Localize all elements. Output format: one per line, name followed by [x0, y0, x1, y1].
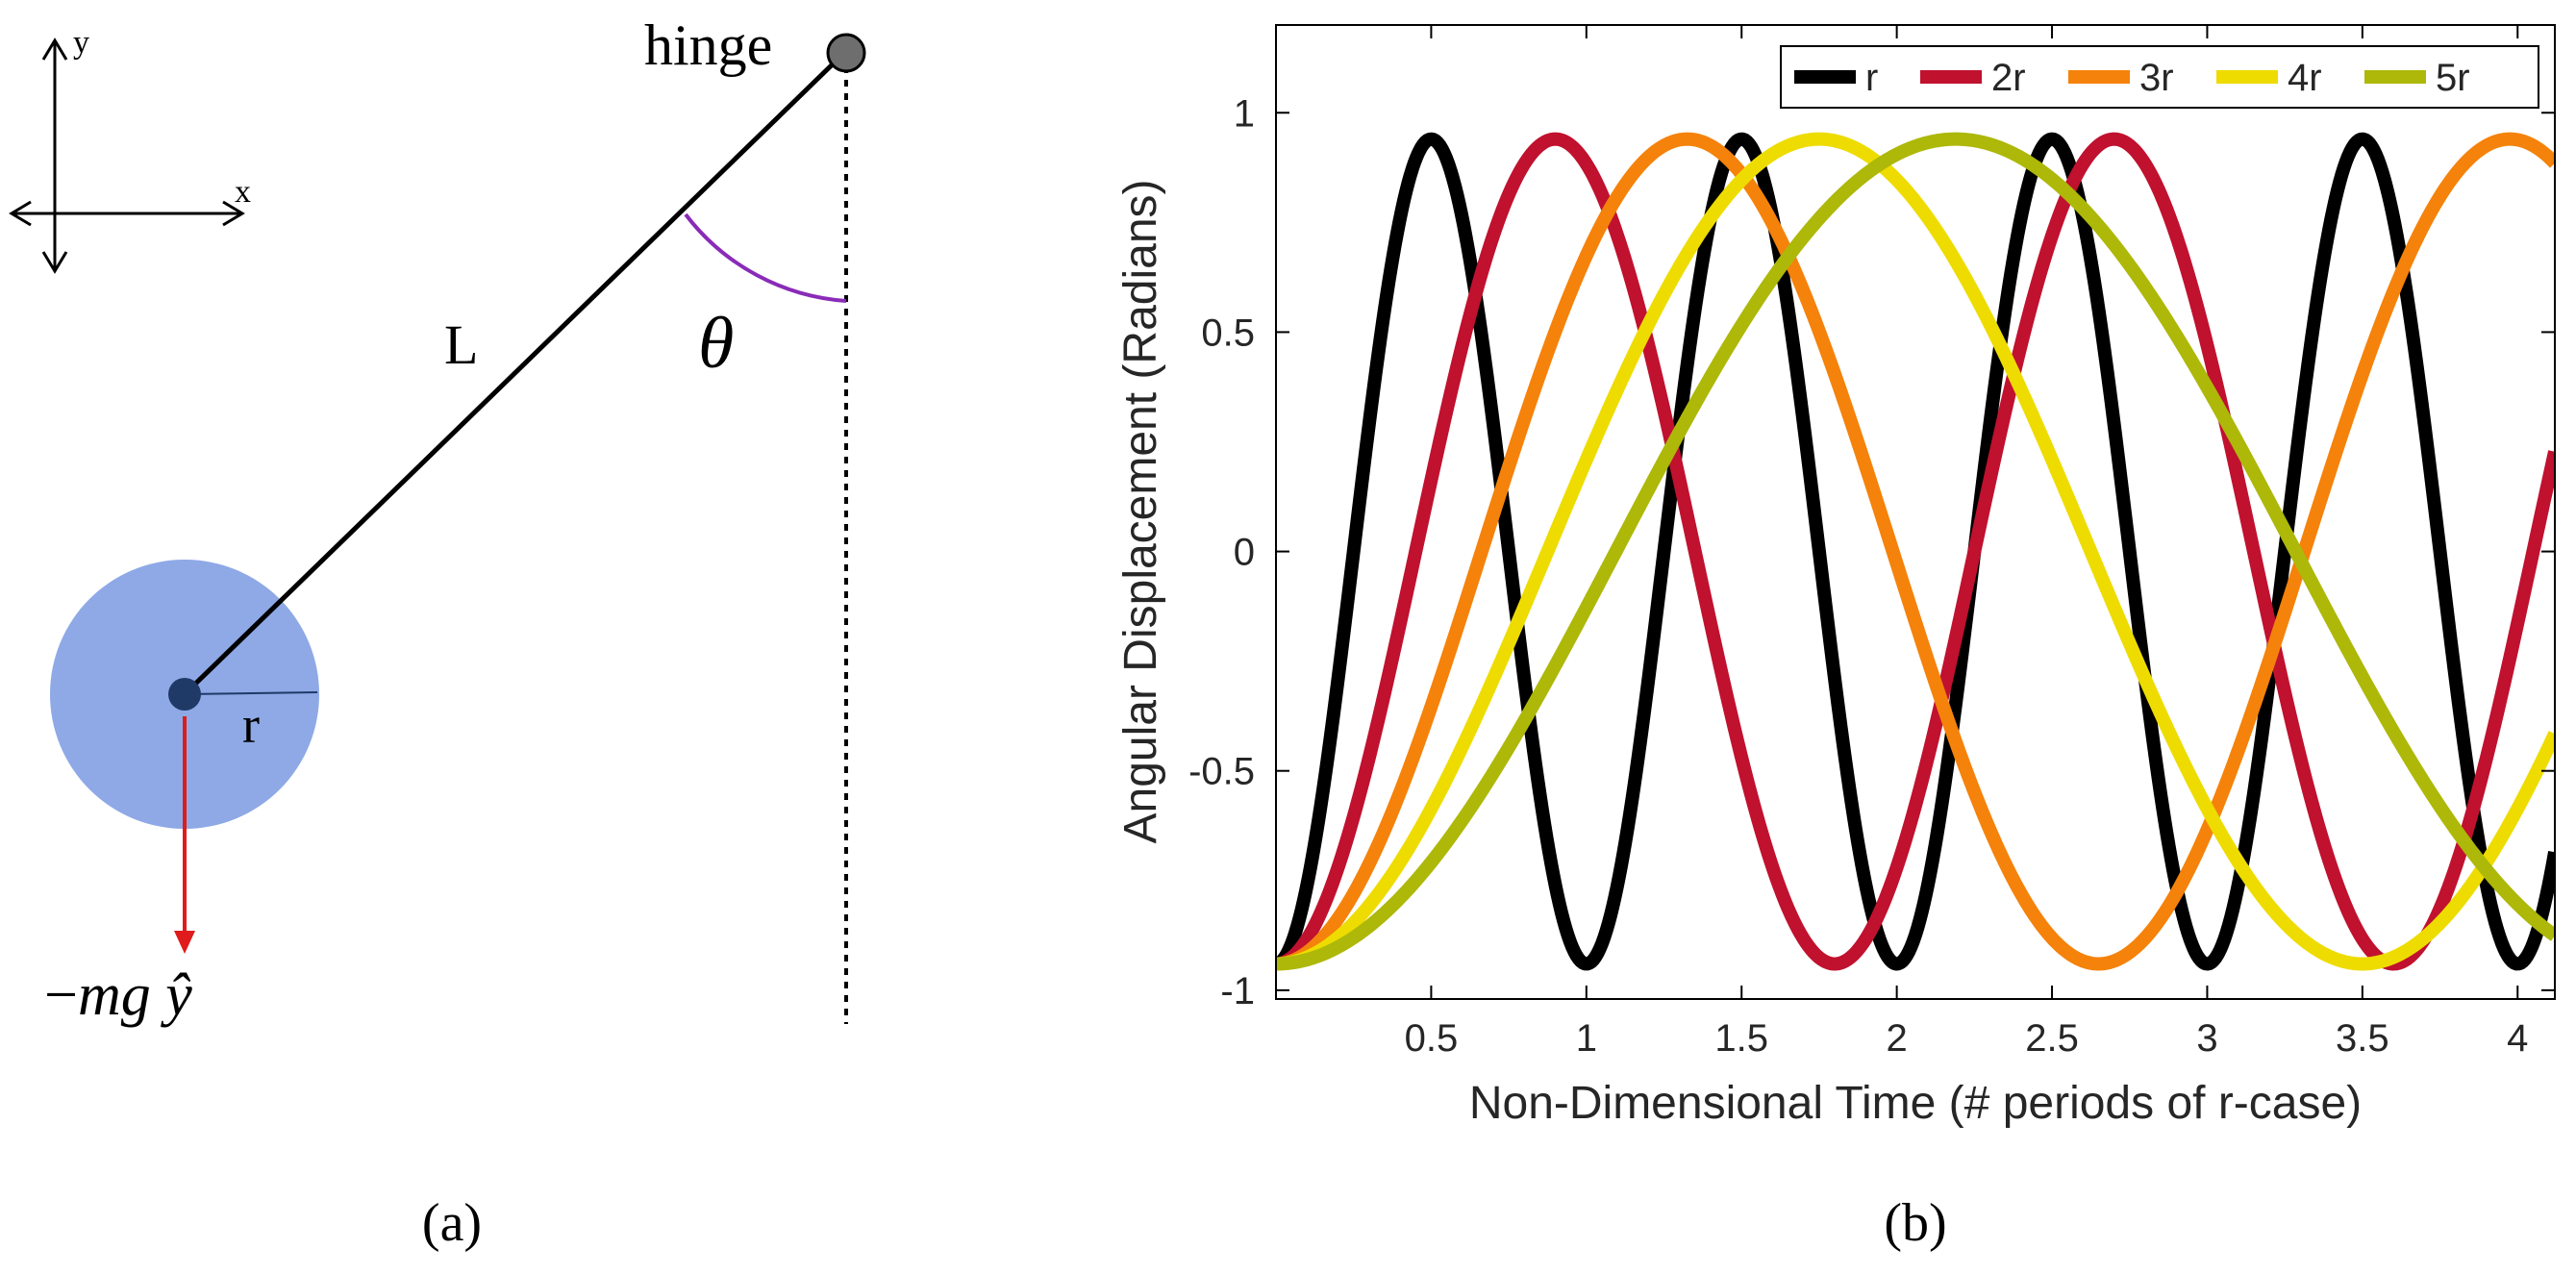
force-label-body: mg — [78, 962, 165, 1028]
legend-label-2r: 2r — [1991, 57, 2026, 99]
coordinate-axes: y x — [9, 25, 251, 274]
x-tick-label: 1 — [1576, 1017, 1597, 1060]
angle-arc — [684, 212, 847, 303]
pendulum-rod — [183, 51, 846, 696]
y-tick-label: 1 — [1234, 92, 1255, 135]
gravity-force-arrowhead — [174, 931, 195, 954]
gravity-force-label: −mg ŷ — [44, 962, 192, 1028]
hinge-label: hinge — [644, 13, 772, 77]
x-axis-title: Non-Dimensional Time (# periods of r-cas… — [1469, 1078, 2362, 1129]
force-label-prefix: − — [44, 962, 78, 1028]
x-tick-label: 3 — [2196, 1017, 2217, 1060]
radius-line — [184, 691, 318, 695]
plot-ticks: 0.5 1 1.5 2 2.5 3 3.5 4 -1 -0.5 0 0.5 1 — [1188, 25, 2555, 1060]
y-tick-label: -1 — [1220, 970, 1255, 1012]
legend-label-5r: 5r — [2436, 57, 2470, 99]
series-line-4r — [1276, 132, 2555, 971]
angle-label: θ — [698, 303, 734, 384]
force-label-unit: ŷ — [160, 962, 192, 1028]
legend-label-4r: 4r — [2288, 57, 2322, 99]
x-tick-label: 4 — [2507, 1017, 2528, 1060]
x-tick-label: 2 — [1887, 1017, 1908, 1060]
axis-x-label: x — [235, 174, 251, 210]
axis-y-label: y — [73, 25, 89, 61]
x-tick-label: 1.5 — [1714, 1017, 1768, 1060]
y-tick-label: 0.5 — [1201, 312, 1255, 354]
plot-frame — [1275, 24, 2556, 1000]
plot-curves — [1276, 132, 2555, 971]
series-line-5r — [1276, 132, 2555, 971]
x-tick-label: 0.5 — [1405, 1017, 1459, 1060]
x-tick-label: 2.5 — [2025, 1017, 2079, 1060]
bob-center-dot — [168, 678, 201, 711]
y-axis-title: Angular Displacement (Radians) — [1115, 180, 1166, 844]
y-tick-label: -0.5 — [1188, 751, 1255, 793]
y-axis-arrow-down — [41, 251, 68, 274]
series-line-r — [1276, 132, 2555, 971]
plot-legend: r 2r 3r 4r 5r — [1780, 45, 2539, 109]
pendulum-diagram: y x hinge L θ r −mg ŷ (a) — [9, 13, 866, 1253]
x-tick-label: 3.5 — [2336, 1017, 2389, 1060]
x-axis-arrow-left — [9, 200, 32, 227]
radius-label: r — [242, 696, 260, 754]
hinge-icon — [826, 33, 866, 73]
x-axis-arrow-right — [222, 200, 245, 227]
y-axis-arrow-up — [41, 37, 68, 61]
series-line-3r — [1276, 132, 2555, 971]
angular-displacement-plot: 0.5 1 1.5 2 2.5 3 3.5 4 -1 -0.5 0 0.5 1 r 2r 3r 4r 5r No… — [1115, 24, 2556, 1253]
caption-b: (b) — [1884, 1193, 1946, 1253]
caption-a: (a) — [422, 1193, 482, 1253]
series-line-2r — [1276, 132, 2555, 971]
length-label: L — [444, 313, 478, 376]
y-tick-label: 0 — [1234, 532, 1255, 574]
legend-label-r: r — [1865, 57, 1878, 99]
legend-label-3r: 3r — [2139, 57, 2174, 99]
